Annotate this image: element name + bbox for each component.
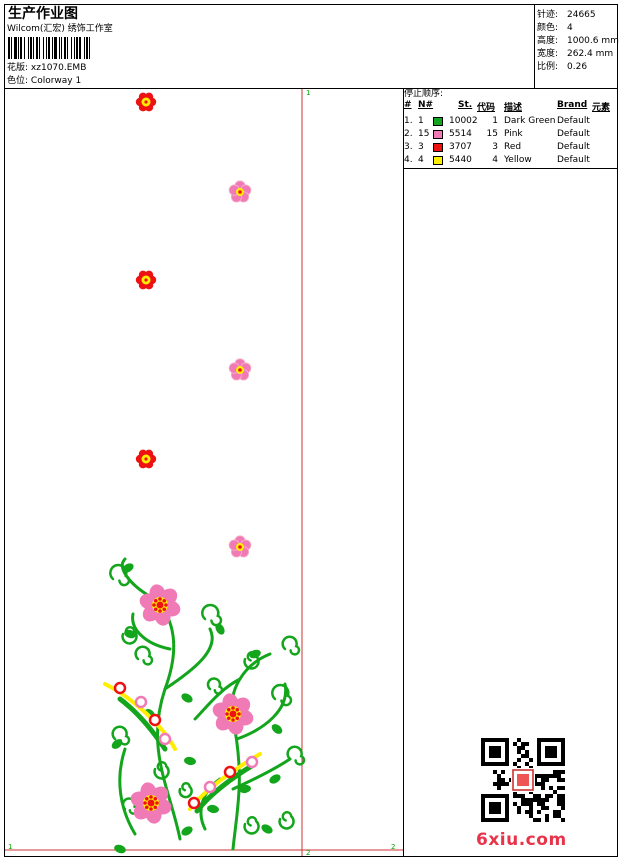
col-header-description: 描述 (504, 103, 523, 113)
row-code: 4 (492, 155, 498, 165)
design-value: xz1070.EMB (30, 63, 87, 73)
row-stitches: 5440 (449, 155, 472, 165)
colorway-label: 色位: Colorway 1 (7, 76, 81, 87)
colorway-label-text: 色位: (7, 76, 29, 86)
leaf-motif (181, 693, 193, 703)
pink-flower-motif (228, 180, 252, 203)
row-brand: Default (557, 116, 590, 126)
ring-motif (187, 796, 201, 810)
col-header-n: N# (418, 100, 434, 110)
ring-motif (148, 713, 162, 727)
color-swatch (433, 117, 443, 126)
leaf-motif (124, 629, 136, 639)
watermark-text: 6xiu.com (476, 830, 567, 850)
grid-label-top: 1 (306, 89, 311, 97)
ring-motif (223, 765, 237, 779)
row-index: 2. (404, 129, 413, 139)
row-brand: Default (557, 142, 590, 152)
row-description: Yellow (504, 155, 532, 165)
company-name: Wilcom(汇宏) 绣饰工作室 (7, 24, 113, 34)
row-description: Dark Green (504, 116, 556, 126)
large-flower (130, 782, 172, 824)
leaf-motif (181, 826, 193, 836)
leaf-motif (269, 774, 281, 784)
leaf-motif (249, 649, 261, 659)
row-index: 4. (404, 155, 413, 165)
col-header-stitches: St. (458, 100, 473, 110)
design-label: 花版: (7, 63, 29, 73)
row-needle: 4 (418, 155, 424, 165)
grid-label-bottom-right: 2 (391, 843, 396, 851)
sequence-panel-frame (403, 88, 618, 857)
ring-motif (203, 780, 217, 794)
row-stitches: 3707 (449, 142, 472, 152)
qr-code-icon (481, 738, 565, 822)
color-swatch (433, 130, 443, 139)
row-stitches: 10002 (449, 116, 478, 126)
vine-cluster (103, 557, 306, 854)
ring-motif (134, 695, 148, 709)
pink-flower-motif (228, 358, 252, 381)
stat-scale: 比例: 0.26 (537, 62, 588, 72)
row-code: 15 (486, 129, 498, 139)
red-flower-motif (135, 270, 157, 290)
row-index: 1. (404, 116, 413, 126)
stat-width: 宽度: 262.4 mm (537, 49, 614, 59)
large-flower (139, 584, 181, 626)
leaf-motif (184, 756, 196, 766)
stop-sequence-title: 停止顺序: (404, 89, 444, 99)
sequence-divider (403, 168, 618, 169)
red-flower-motif (135, 92, 157, 112)
leaf-motif (215, 623, 225, 635)
barcode (8, 37, 90, 59)
row-needle: 1 (418, 116, 424, 126)
red-flower-motif (135, 449, 157, 469)
grid-label-bottom-left: 1 (8, 843, 13, 851)
ring-motif (245, 755, 259, 769)
small-flowers (135, 92, 252, 558)
leaf-motif (114, 844, 126, 854)
row-index: 3. (404, 142, 413, 152)
large-flower (212, 693, 254, 735)
page-title: 生产作业图 (8, 6, 78, 22)
design-file-label: 花版: xz1070.EMB (7, 63, 86, 74)
row-code: 3 (492, 142, 498, 152)
stat-colors: 颜色: 4 (537, 23, 573, 33)
leaf-motif (122, 563, 134, 573)
leaf-motif (111, 739, 123, 749)
row-stitches: 5514 (449, 129, 472, 139)
row-description: Red (504, 142, 522, 152)
col-header-code: 代码 (477, 103, 496, 113)
color-swatch (433, 156, 443, 165)
row-brand: Default (557, 129, 590, 139)
leaf-motif (239, 784, 251, 794)
row-code: 1 (492, 116, 498, 126)
color-swatch (433, 143, 443, 152)
pink-flower-motif (228, 535, 252, 558)
row-description: Pink (504, 129, 523, 139)
ring-motif (158, 732, 172, 746)
row-brand: Default (557, 155, 590, 165)
stat-height: 高度: 1000.6 mm (537, 36, 619, 46)
col-header-index: # (404, 100, 412, 110)
col-header-element: 元素 (592, 103, 611, 113)
leaf-motif (271, 724, 283, 734)
row-needle: 15 (418, 129, 430, 139)
embroidery-preview (5, 89, 403, 856)
ring-motif (113, 681, 127, 695)
leaf-motif (207, 804, 219, 814)
grid-label-bottom-mid: 2 (306, 849, 311, 857)
colorway-value: Colorway 1 (30, 76, 82, 86)
col-header-brand: Brand (557, 100, 588, 110)
row-needle: 3 (418, 142, 424, 152)
leaf-motif (261, 824, 273, 834)
stat-stitches: 针迹: 24665 (537, 10, 596, 20)
